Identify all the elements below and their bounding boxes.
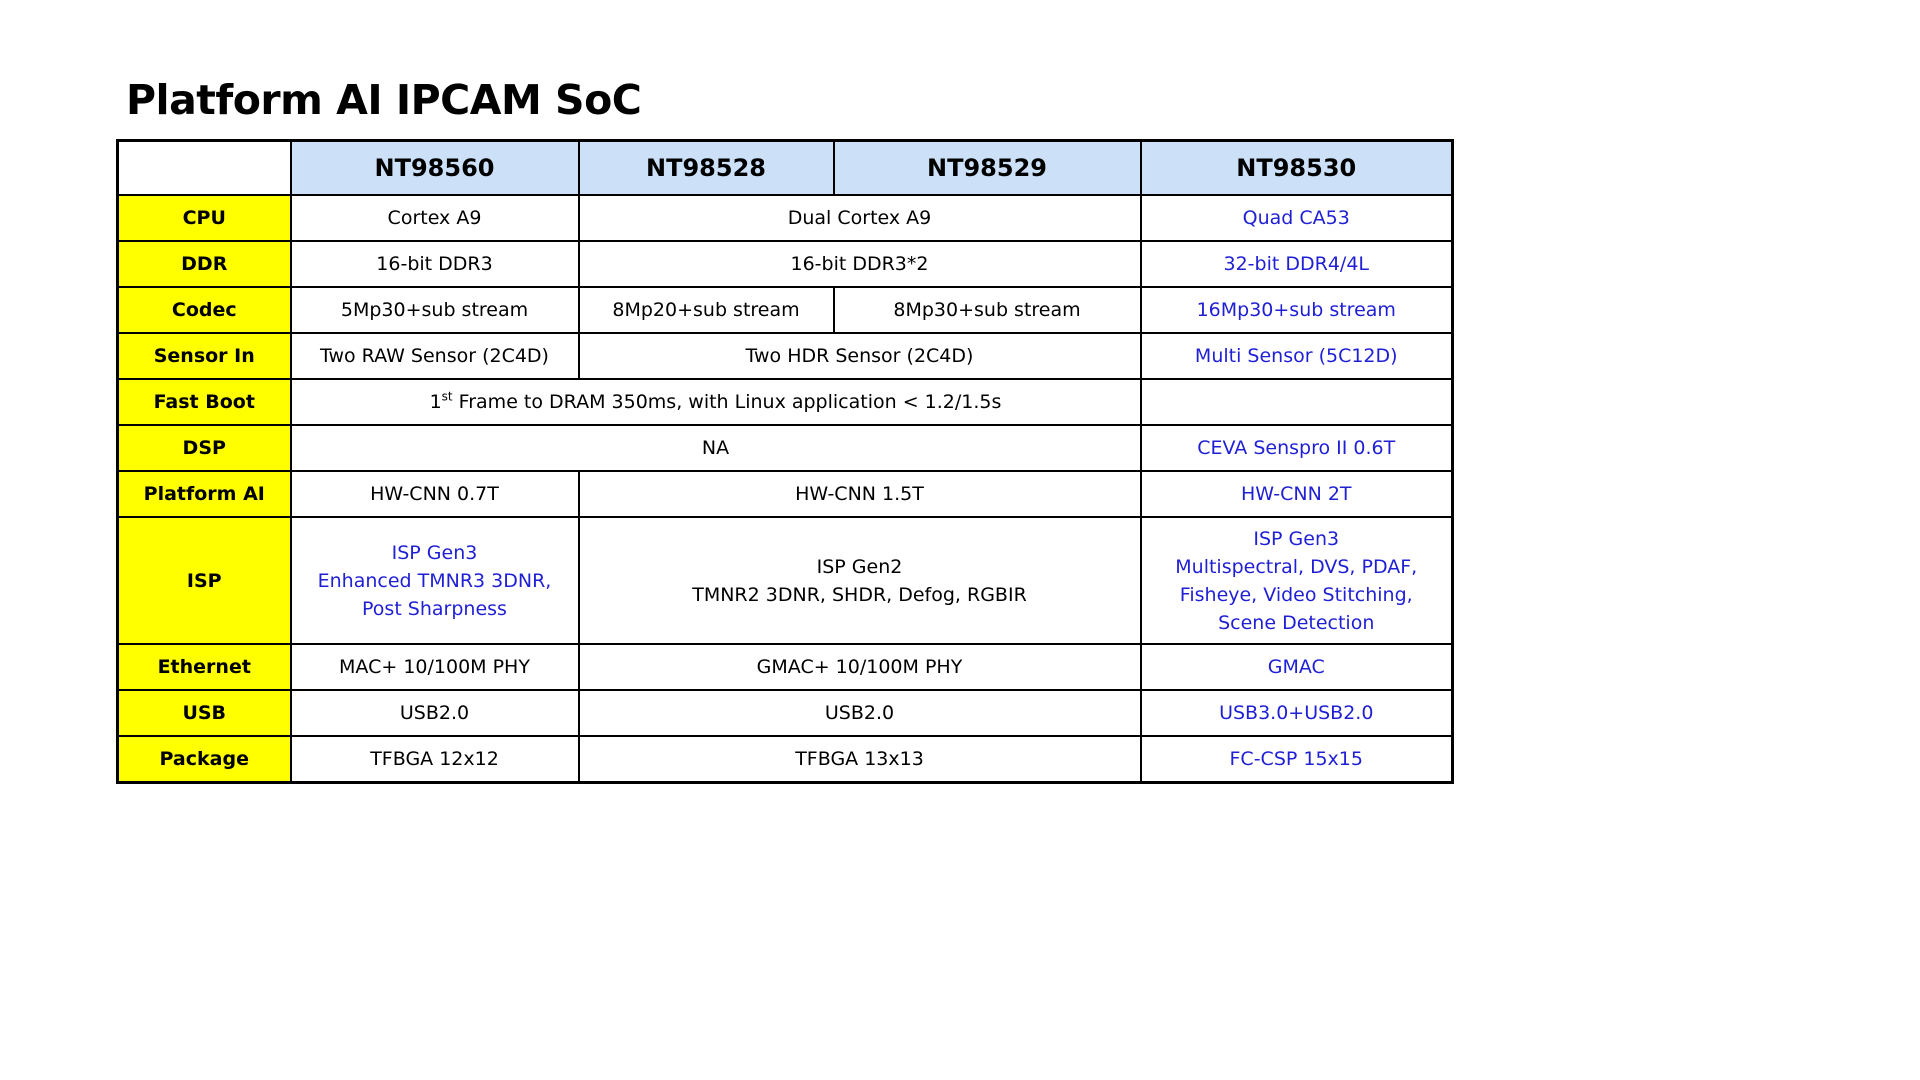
cell-isp-nt98560: ISP Gen3 Enhanced TMNR3 3DNR, Post Sharp… xyxy=(289,516,580,646)
cell-eth-nt98528-29: GMAC+ 10/100M PHY xyxy=(577,643,1142,692)
row-label-ddr: DDR xyxy=(116,239,292,288)
cell-fast-boot-nt98560-29: 1st Frame to DRAM 350ms, with Linux appl… xyxy=(289,377,1142,426)
cell-codec-nt98530: 16Mp30+sub stream xyxy=(1139,285,1454,334)
cell-ddr-nt98530: 32-bit DDR4/4L xyxy=(1139,239,1454,288)
column-header-nt98529: NT98529 xyxy=(832,139,1142,196)
header-row: NT98560 NT98528 NT98529 NT98530 xyxy=(116,139,1454,196)
column-header-nt98530: NT98530 xyxy=(1139,139,1454,196)
isp-nt98530-line: ISP Gen3 xyxy=(1253,527,1340,550)
isp-nt98530-line: Multispectral, DVS, PDAF, xyxy=(1175,555,1418,578)
cell-sensor-nt98528-29: Two HDR Sensor (2C4D) xyxy=(577,331,1142,380)
table-row: ISP ISP Gen3 Enhanced TMNR3 3DNR, Post S… xyxy=(116,516,1454,646)
row-label-sensor-in: Sensor In xyxy=(116,331,292,380)
cell-usb-nt98530: USB3.0+USB2.0 xyxy=(1139,689,1454,738)
cell-dsp-nt98560-29: NA xyxy=(289,423,1142,472)
row-label-codec: Codec xyxy=(116,285,292,334)
cell-fast-boot-nt98530 xyxy=(1139,377,1454,426)
cell-usb-nt98560: USB2.0 xyxy=(289,689,580,738)
cell-cpu-nt98530: Quad CA53 xyxy=(1139,193,1454,242)
cell-codec-nt98528: 8Mp20+sub stream xyxy=(577,285,835,334)
isp-nt98528-29-line: ISP Gen2 xyxy=(816,555,903,578)
table-row: DSP NA CEVA Senspro II 0.6T xyxy=(116,423,1454,472)
row-label-package: Package xyxy=(116,735,292,784)
table-row: Fast Boot 1st Frame to DRAM 350ms, with … xyxy=(116,377,1454,426)
table-row: Package TFBGA 12x12 TFBGA 13x13 FC-CSP 1… xyxy=(116,735,1454,784)
cell-eth-nt98530: GMAC xyxy=(1139,643,1454,692)
row-label-isp: ISP xyxy=(116,516,292,646)
cell-ddr-nt98560: 16-bit DDR3 xyxy=(289,239,580,288)
cell-isp-nt98530: ISP Gen3 Multispectral, DVS, PDAF, Fishe… xyxy=(1139,516,1454,646)
cell-cpu-nt98560: Cortex A9 xyxy=(289,193,580,242)
cell-pkg-nt98530: FC-CSP 15x15 xyxy=(1139,735,1454,784)
cell-ai-nt98528-29: HW-CNN 1.5T xyxy=(577,469,1142,519)
cell-pkg-nt98528-29: TFBGA 13x13 xyxy=(577,735,1142,784)
cell-dsp-nt98530: CEVA Senspro II 0.6T xyxy=(1139,423,1454,472)
isp-nt98528-29-line: TMNR2 3DNR, SHDR, Defog, RGBIR xyxy=(692,583,1027,606)
isp-nt98530-line: Fisheye, Video Stitching, xyxy=(1179,583,1413,606)
table-row: USB USB2.0 USB2.0 USB3.0+USB2.0 xyxy=(116,689,1454,738)
row-label-dsp: DSP xyxy=(116,423,292,472)
column-header-nt98528: NT98528 xyxy=(577,139,835,196)
fast-boot-prefix: 1 xyxy=(429,390,442,413)
isp-nt98560-line: Enhanced TMNR3 3DNR, xyxy=(317,569,552,592)
cell-codec-nt98529: 8Mp30+sub stream xyxy=(832,285,1142,334)
cell-ddr-nt98528-29: 16-bit DDR3*2 xyxy=(577,239,1142,288)
cell-sensor-nt98560: Two RAW Sensor (2C4D) xyxy=(289,331,580,380)
table-row: Ethernet MAC+ 10/100M PHY GMAC+ 10/100M … xyxy=(116,643,1454,692)
cell-ai-nt98560: HW-CNN 0.7T xyxy=(289,469,580,519)
page-title: Platform AI IPCAM SoC xyxy=(126,76,642,124)
row-label-cpu: CPU xyxy=(116,193,292,242)
table-row: Codec 5Mp30+sub stream 8Mp20+sub stream … xyxy=(116,285,1454,334)
cell-sensor-nt98530: Multi Sensor (5C12D) xyxy=(1139,331,1454,380)
cell-codec-nt98560: 5Mp30+sub stream xyxy=(289,285,580,334)
cell-pkg-nt98560: TFBGA 12x12 xyxy=(289,735,580,784)
table-row: DDR 16-bit DDR3 16-bit DDR3*2 32-bit DDR… xyxy=(116,239,1454,288)
table-row: CPU Cortex A9 Dual Cortex A9 Quad CA53 xyxy=(116,193,1454,242)
isp-nt98530-line: Scene Detection xyxy=(1218,611,1375,634)
table-row: Platform AI HW-CNN 0.7T HW-CNN 1.5T HW-C… xyxy=(116,469,1454,519)
column-header-nt98560: NT98560 xyxy=(289,139,580,196)
soc-comparison-table: NT98560 NT98528 NT98529 NT98530 CPU Cort… xyxy=(116,139,1454,784)
row-label-fast-boot: Fast Boot xyxy=(116,377,292,426)
row-label-usb: USB xyxy=(116,689,292,738)
cell-usb-nt98528-29: USB2.0 xyxy=(577,689,1142,738)
fast-boot-superscript: st xyxy=(441,389,453,404)
cell-ai-nt98530: HW-CNN 2T xyxy=(1139,469,1454,519)
isp-nt98560-line: Post Sharpness xyxy=(362,597,507,620)
cell-isp-nt98528-29: ISP Gen2 TMNR2 3DNR, SHDR, Defog, RGBIR xyxy=(577,516,1142,646)
isp-nt98560-line: ISP Gen3 xyxy=(391,541,478,564)
cell-cpu-nt98528-29: Dual Cortex A9 xyxy=(577,193,1142,242)
table-row: Sensor In Two RAW Sensor (2C4D) Two HDR … xyxy=(116,331,1454,380)
corner-cell xyxy=(116,139,292,196)
row-label-ethernet: Ethernet xyxy=(116,643,292,692)
cell-eth-nt98560: MAC+ 10/100M PHY xyxy=(289,643,580,692)
fast-boot-text: Frame to DRAM 350ms, with Linux applicat… xyxy=(452,390,1002,413)
row-label-platform-ai: Platform AI xyxy=(116,469,292,519)
